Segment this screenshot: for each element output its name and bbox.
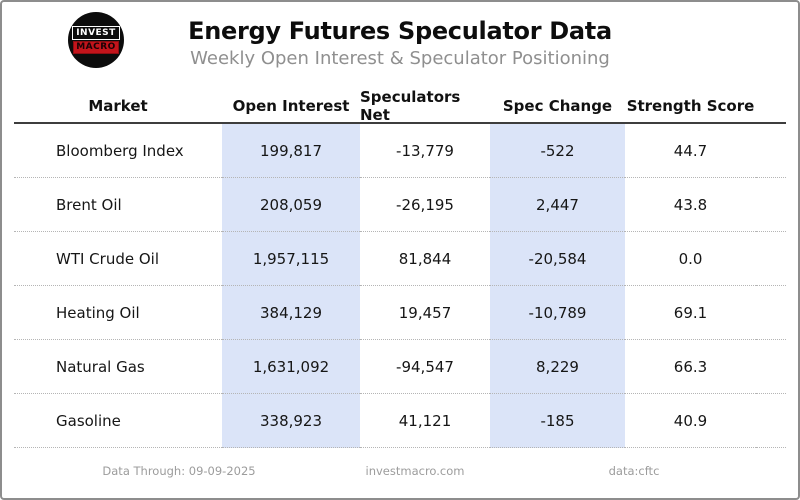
spec-change-cell: -20,584: [490, 232, 625, 286]
open-interest-cell: 199,817: [222, 124, 360, 178]
column-header-strength-score: Strength Score: [626, 97, 755, 115]
spacer-cell: [756, 340, 786, 394]
market-cell: Gasoline: [14, 394, 222, 448]
data-through-label: Data Through: 09-09-2025: [102, 464, 256, 478]
spacer-cell: [756, 286, 786, 340]
speculators-net-cell: 81,844: [360, 232, 490, 286]
data-table: Market Open Interest Speculators Net Spe…: [14, 88, 786, 448]
market-cell: Brent Oil: [14, 178, 222, 232]
spacer-cell: [756, 394, 786, 448]
spacer-cell: [756, 232, 786, 286]
strength-score-cell: 66.3: [625, 340, 756, 394]
website-label: investmacro.com: [365, 464, 465, 478]
open-interest-cell: 208,059: [222, 178, 360, 232]
logo-text-macro: MACRO: [73, 41, 119, 54]
open-interest-cell: 1,957,115: [222, 232, 360, 286]
market-cell: Bloomberg Index: [14, 124, 222, 178]
speculators-net-cell: 19,457: [360, 286, 490, 340]
strength-score-cell: 40.9: [625, 394, 756, 448]
column-header-open-interest: Open Interest: [232, 97, 350, 115]
spec-change-cell: -522: [490, 124, 625, 178]
open-interest-cell: 384,129: [222, 286, 360, 340]
market-cell: WTI Crude Oil: [14, 232, 222, 286]
spacer-cell: [756, 178, 786, 232]
market-cell: Heating Oil: [14, 286, 222, 340]
column-header-market: Market: [88, 97, 148, 115]
logo-text-invest: INVEST: [72, 26, 120, 40]
speculators-net-cell: 41,121: [360, 394, 490, 448]
spec-change-cell: -185: [490, 394, 625, 448]
table-row: Natural Gas 1,631,092 -94,547 8,229 66.3: [14, 340, 786, 394]
speculators-net-cell: -13,779: [360, 124, 490, 178]
column-header-spec-change: Spec Change: [502, 97, 613, 115]
speculators-net-cell: -26,195: [360, 178, 490, 232]
speculators-net-cell: -94,547: [360, 340, 490, 394]
strength-score-cell: 69.1: [625, 286, 756, 340]
spec-change-cell: -10,789: [490, 286, 625, 340]
table-header-row: Market Open Interest Speculators Net Spe…: [14, 88, 786, 124]
strength-score-cell: 43.8: [625, 178, 756, 232]
table-row: Heating Oil 384,129 19,457 -10,789 69.1: [14, 286, 786, 340]
page-title: Energy Futures Speculator Data: [188, 17, 612, 45]
footer: Data Through: 09-09-2025 investmacro.com…: [2, 448, 798, 498]
page-subtitle: Weekly Open Interest & Speculator Positi…: [190, 48, 610, 69]
open-interest-cell: 1,631,092: [222, 340, 360, 394]
table-row: Brent Oil 208,059 -26,195 2,447 43.8: [14, 178, 786, 232]
table-row: Bloomberg Index 199,817 -13,779 -522 44.…: [14, 124, 786, 178]
table-row: Gasoline 338,923 41,121 -185 40.9: [14, 394, 786, 448]
header: INVEST MACRO Energy Futures Speculator D…: [2, 2, 798, 88]
market-cell: Natural Gas: [14, 340, 222, 394]
strength-score-cell: 44.7: [625, 124, 756, 178]
table-row: WTI Crude Oil 1,957,115 81,844 -20,584 0…: [14, 232, 786, 286]
investmacro-logo: INVEST MACRO: [68, 12, 124, 68]
strength-score-cell: 0.0: [625, 232, 756, 286]
column-header-spacer: [756, 88, 786, 124]
column-header-speculators-net: Speculators Net: [360, 88, 461, 124]
open-interest-cell: 338,923: [222, 394, 360, 448]
spec-change-cell: 8,229: [490, 340, 625, 394]
data-source-label: data:cftc: [608, 464, 660, 478]
spec-change-cell: 2,447: [490, 178, 625, 232]
spacer-cell: [756, 124, 786, 178]
